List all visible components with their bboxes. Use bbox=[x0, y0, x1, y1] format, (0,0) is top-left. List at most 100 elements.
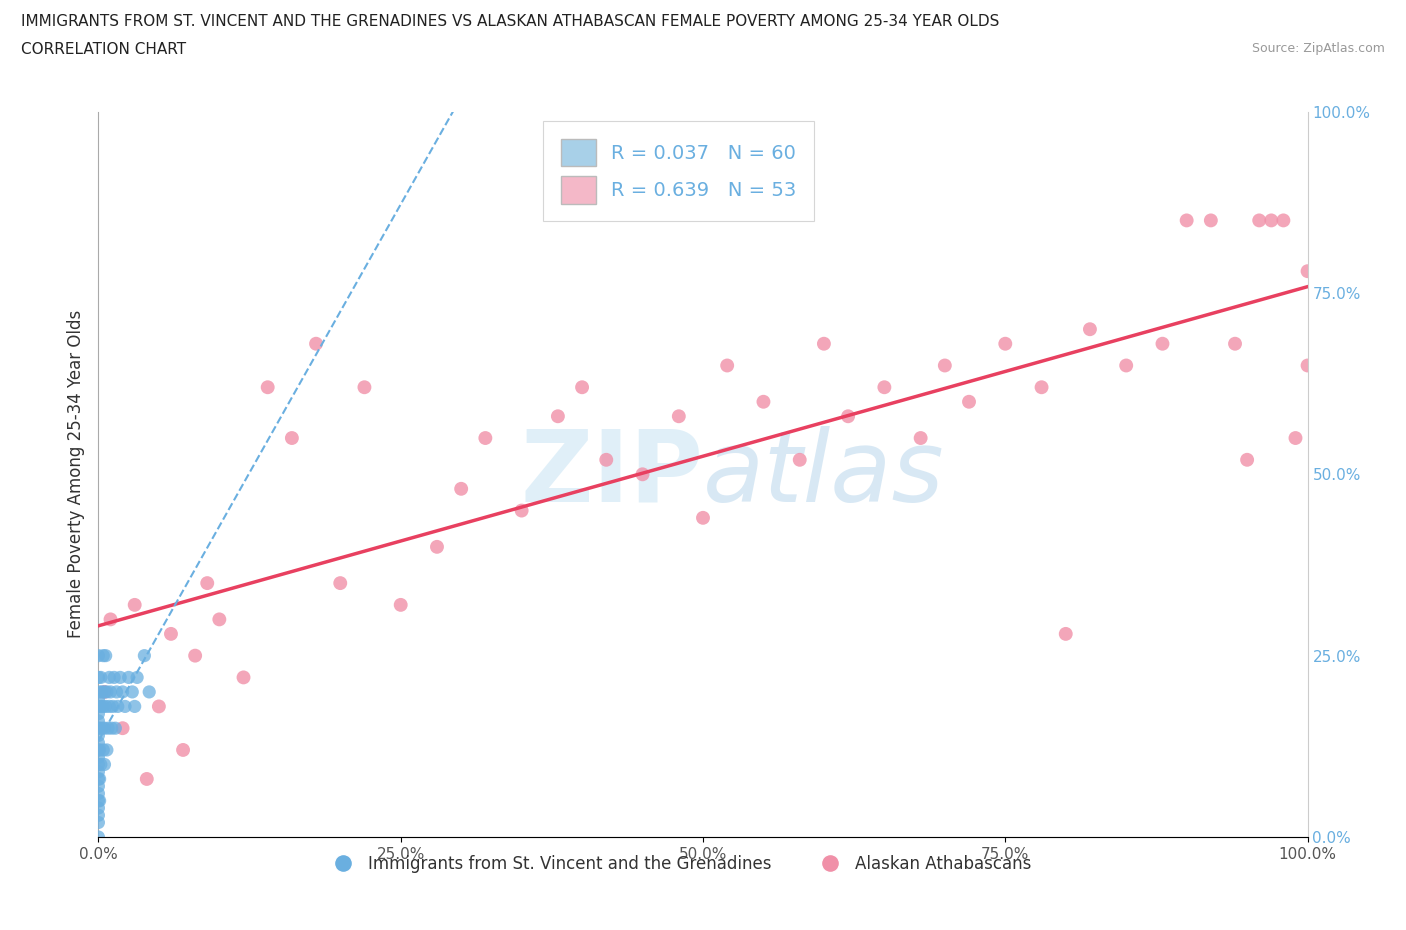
Point bbox=[91, 699, 114, 714]
Point bbox=[96, 742, 118, 757]
Point bbox=[107, 699, 129, 714]
Point bbox=[87, 830, 110, 844]
Point bbox=[1296, 264, 1319, 279]
Point bbox=[118, 670, 141, 684]
Point bbox=[87, 801, 110, 816]
Point bbox=[789, 452, 811, 467]
Text: ZIP: ZIP bbox=[520, 426, 703, 523]
Point bbox=[1031, 379, 1053, 394]
Point bbox=[87, 764, 110, 779]
Point bbox=[571, 379, 593, 394]
Point bbox=[98, 699, 121, 714]
Point bbox=[87, 736, 110, 751]
Point bbox=[1054, 627, 1077, 642]
Point bbox=[97, 721, 120, 736]
Point bbox=[1152, 337, 1174, 352]
Point bbox=[93, 721, 115, 736]
Point bbox=[111, 721, 134, 736]
Point bbox=[93, 684, 115, 699]
Point bbox=[100, 684, 122, 699]
Point bbox=[89, 721, 111, 736]
Point bbox=[1078, 322, 1101, 337]
Point bbox=[87, 692, 110, 707]
Text: atlas: atlas bbox=[703, 426, 945, 523]
Point bbox=[668, 409, 690, 424]
Point bbox=[89, 684, 111, 699]
Point bbox=[87, 750, 110, 764]
Point bbox=[208, 612, 231, 627]
Point bbox=[91, 648, 114, 663]
Point bbox=[121, 684, 143, 699]
Point bbox=[837, 409, 859, 424]
Point bbox=[1260, 213, 1282, 228]
Point bbox=[1272, 213, 1295, 228]
Point bbox=[232, 670, 254, 684]
Point bbox=[87, 648, 110, 663]
Point bbox=[195, 576, 218, 591]
Point bbox=[281, 431, 304, 445]
Point bbox=[89, 772, 111, 787]
Point bbox=[87, 728, 110, 743]
Point bbox=[105, 684, 128, 699]
Point bbox=[256, 379, 278, 394]
Point bbox=[94, 699, 117, 714]
Point bbox=[595, 452, 617, 467]
Point bbox=[87, 772, 110, 787]
Point bbox=[87, 742, 110, 757]
Point bbox=[89, 742, 111, 757]
Point bbox=[98, 670, 121, 684]
Point bbox=[631, 467, 654, 482]
Point bbox=[87, 713, 110, 728]
Point bbox=[87, 793, 110, 808]
Point bbox=[1115, 358, 1137, 373]
Point bbox=[134, 648, 156, 663]
Point bbox=[96, 684, 118, 699]
Point bbox=[87, 786, 110, 801]
Point bbox=[87, 808, 110, 823]
Point bbox=[135, 772, 157, 787]
Point bbox=[103, 670, 125, 684]
Point bbox=[100, 721, 122, 736]
Legend: Immigrants from St. Vincent and the Grenadines, Alaskan Athabascans: Immigrants from St. Vincent and the Gren… bbox=[319, 848, 1038, 880]
Text: IMMIGRANTS FROM ST. VINCENT AND THE GRENADINES VS ALASKAN ATHABASCAN FEMALE POVE: IMMIGRANTS FROM ST. VINCENT AND THE GREN… bbox=[21, 14, 1000, 29]
Point bbox=[1296, 358, 1319, 373]
Point bbox=[547, 409, 569, 424]
Y-axis label: Female Poverty Among 25-34 Year Olds: Female Poverty Among 25-34 Year Olds bbox=[66, 311, 84, 638]
Point bbox=[90, 670, 112, 684]
Point bbox=[138, 684, 160, 699]
Point bbox=[305, 337, 328, 352]
Point bbox=[172, 742, 194, 757]
Point bbox=[108, 670, 131, 684]
Point bbox=[90, 699, 112, 714]
Point bbox=[184, 648, 207, 663]
Text: Source: ZipAtlas.com: Source: ZipAtlas.com bbox=[1251, 42, 1385, 55]
Point bbox=[353, 379, 375, 394]
Point bbox=[91, 721, 114, 736]
Point bbox=[87, 721, 110, 736]
Point bbox=[90, 757, 112, 772]
Point bbox=[389, 597, 412, 612]
Text: CORRELATION CHART: CORRELATION CHART bbox=[21, 42, 186, 57]
Point bbox=[87, 815, 110, 830]
Point bbox=[87, 670, 110, 684]
Point bbox=[124, 699, 146, 714]
Point bbox=[111, 684, 134, 699]
Point bbox=[934, 358, 956, 373]
Point bbox=[124, 597, 146, 612]
Point bbox=[329, 576, 352, 591]
Point bbox=[87, 757, 110, 772]
Point bbox=[91, 742, 114, 757]
Point bbox=[87, 778, 110, 793]
Point bbox=[474, 431, 496, 445]
Point bbox=[100, 612, 122, 627]
Point bbox=[93, 684, 115, 699]
Point bbox=[91, 684, 114, 699]
Point bbox=[813, 337, 835, 352]
Point bbox=[93, 757, 115, 772]
Point bbox=[94, 648, 117, 663]
Point bbox=[1284, 431, 1306, 445]
Point bbox=[510, 503, 533, 518]
Point bbox=[957, 394, 980, 409]
Point bbox=[89, 793, 111, 808]
Point bbox=[1223, 337, 1246, 352]
